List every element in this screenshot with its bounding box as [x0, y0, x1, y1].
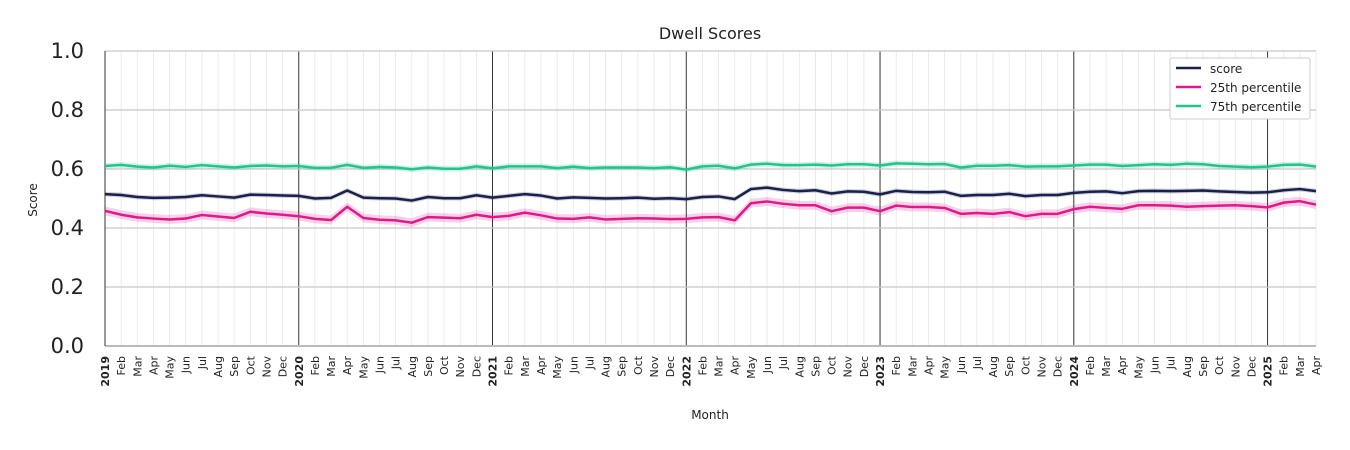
x-tick-label: May: [357, 356, 370, 379]
x-tick-label: Oct: [826, 355, 839, 375]
x-tick-label: Sep: [809, 356, 822, 377]
x-tick-label: Jul: [777, 356, 790, 370]
x-tick-label: Dec: [664, 356, 677, 377]
grid-layer: [104, 50, 1317, 347]
x-tick-label: Mar: [519, 356, 532, 377]
x-tick-label: Feb: [503, 356, 516, 375]
x-tick-label: Sep: [1197, 356, 1210, 377]
x-tick-label: May: [1132, 356, 1145, 379]
x-tick-label: Jul: [583, 356, 596, 370]
x-tick-label: Dec: [1245, 356, 1258, 377]
x-tick-label: Dec: [858, 356, 871, 377]
x-tick-label: Feb: [115, 356, 128, 375]
x-tick-label: Mar: [325, 356, 338, 377]
x-tick-label: Mar: [131, 356, 144, 377]
x-tick-label: Jul: [390, 356, 403, 370]
x-tick-label-year: 2021: [487, 356, 500, 387]
x-tick-label: Aug: [212, 356, 225, 377]
x-tick-label: May: [551, 356, 564, 379]
x-tick-label: Sep: [422, 356, 435, 377]
x-tick-label-year: 2025: [1262, 356, 1275, 387]
x-tick-label: Mar: [1294, 356, 1307, 377]
x-tick-label: Mar: [1100, 356, 1113, 377]
x-axis-label: Month: [691, 408, 729, 422]
x-tick-label: Sep: [1003, 356, 1016, 377]
x-tick-label: Apr: [341, 356, 354, 376]
x-tick-label: Aug: [793, 356, 806, 377]
y-tick-label: 0.4: [51, 216, 84, 240]
x-tick-label: Jun: [373, 356, 386, 374]
x-tick-label: Jul: [971, 356, 984, 370]
x-tick-label: Jul: [196, 356, 209, 370]
x-tick-label: Oct: [1213, 355, 1226, 375]
chart-title: Dwell Scores: [659, 24, 761, 43]
x-tick-label: Sep: [228, 356, 241, 377]
x-tick-label: Feb: [1084, 356, 1097, 375]
x-tick-label: Jun: [567, 356, 580, 374]
legend-box: [1169, 57, 1311, 120]
line-25th-percentile: [104, 199, 1317, 224]
x-tick-label-year: 2023: [874, 356, 887, 387]
x-tick-label: Apr: [1310, 356, 1323, 376]
band-score: [105, 185, 1316, 203]
x-tick-label: Jun: [955, 356, 968, 374]
x-tick-label: May: [939, 356, 952, 379]
line-score: [104, 186, 1317, 202]
x-tick-label: Jun: [761, 356, 774, 374]
x-tick-label: Mar: [906, 356, 919, 377]
x-tick-label: Oct: [632, 355, 645, 375]
y-tick-label: 0.0: [51, 334, 84, 358]
x-tick-label: Sep: [616, 356, 629, 377]
x-tick-label: Feb: [890, 356, 903, 375]
x-tick-label: Oct: [244, 355, 257, 375]
legend-label-75th-percentile: 75th percentile: [1210, 100, 1301, 114]
y-tick-label: 0.2: [51, 275, 84, 299]
x-tick-label: Oct: [1019, 355, 1032, 375]
band-25th-percentile: [105, 196, 1316, 228]
x-tick-label-year: 2020: [293, 356, 306, 387]
x-tick-label: Apr: [1116, 356, 1129, 376]
line-75th-percentile: [104, 162, 1317, 171]
x-tick-label: Jun: [180, 356, 193, 374]
x-tick-label: Feb: [1278, 356, 1291, 375]
x-tick-label: Feb: [309, 356, 322, 375]
y-axis-label: Score: [26, 183, 40, 217]
legend-label-score: score: [1210, 62, 1242, 76]
x-tick-label: Aug: [406, 356, 419, 377]
x-tick-label: Aug: [987, 356, 1000, 377]
x-tick-label: Jun: [1149, 356, 1162, 374]
x-tick-label: Nov: [1036, 356, 1049, 378]
x-tick-label: Dec: [470, 356, 483, 377]
x-tick-label: Dec: [1052, 356, 1065, 377]
x-tick-label: Apr: [535, 356, 548, 376]
x-tick-label: Nov: [1229, 356, 1242, 378]
x-tick-label: Nov: [260, 356, 273, 378]
x-tick-label: Feb: [696, 356, 709, 375]
x-tick-label: Apr: [147, 356, 160, 376]
x-tick-label: Nov: [842, 356, 855, 378]
legend: score 25th percentile 75th percentile: [1169, 57, 1311, 120]
x-tick-label: May: [164, 356, 177, 379]
x-tick-label: May: [745, 356, 758, 379]
x-tick-label: Nov: [454, 356, 467, 378]
series-lines: [104, 162, 1317, 224]
x-tick-label: Mar: [713, 356, 726, 377]
x-tick-label-year: 2024: [1068, 356, 1081, 387]
x-tick-label-year: 2022: [680, 356, 693, 387]
x-tick-label: Dec: [277, 356, 290, 377]
x-tick-label-year: 2019: [99, 356, 112, 387]
x-tick-label: Aug: [1181, 356, 1194, 377]
y-tick-label: 1.0: [51, 39, 84, 63]
x-tick-label: Nov: [648, 356, 661, 378]
x-tick-label: Jul: [1165, 356, 1178, 370]
x-tick-label: Apr: [729, 356, 742, 376]
legend-label-25th-percentile: 25th percentile: [1210, 81, 1301, 95]
x-tick-label: Aug: [600, 356, 613, 377]
x-tick-label: Apr: [922, 356, 935, 376]
y-tick-label: 0.8: [51, 98, 84, 122]
x-tick-label: Oct: [438, 355, 451, 375]
y-tick-label: 0.6: [51, 157, 84, 181]
